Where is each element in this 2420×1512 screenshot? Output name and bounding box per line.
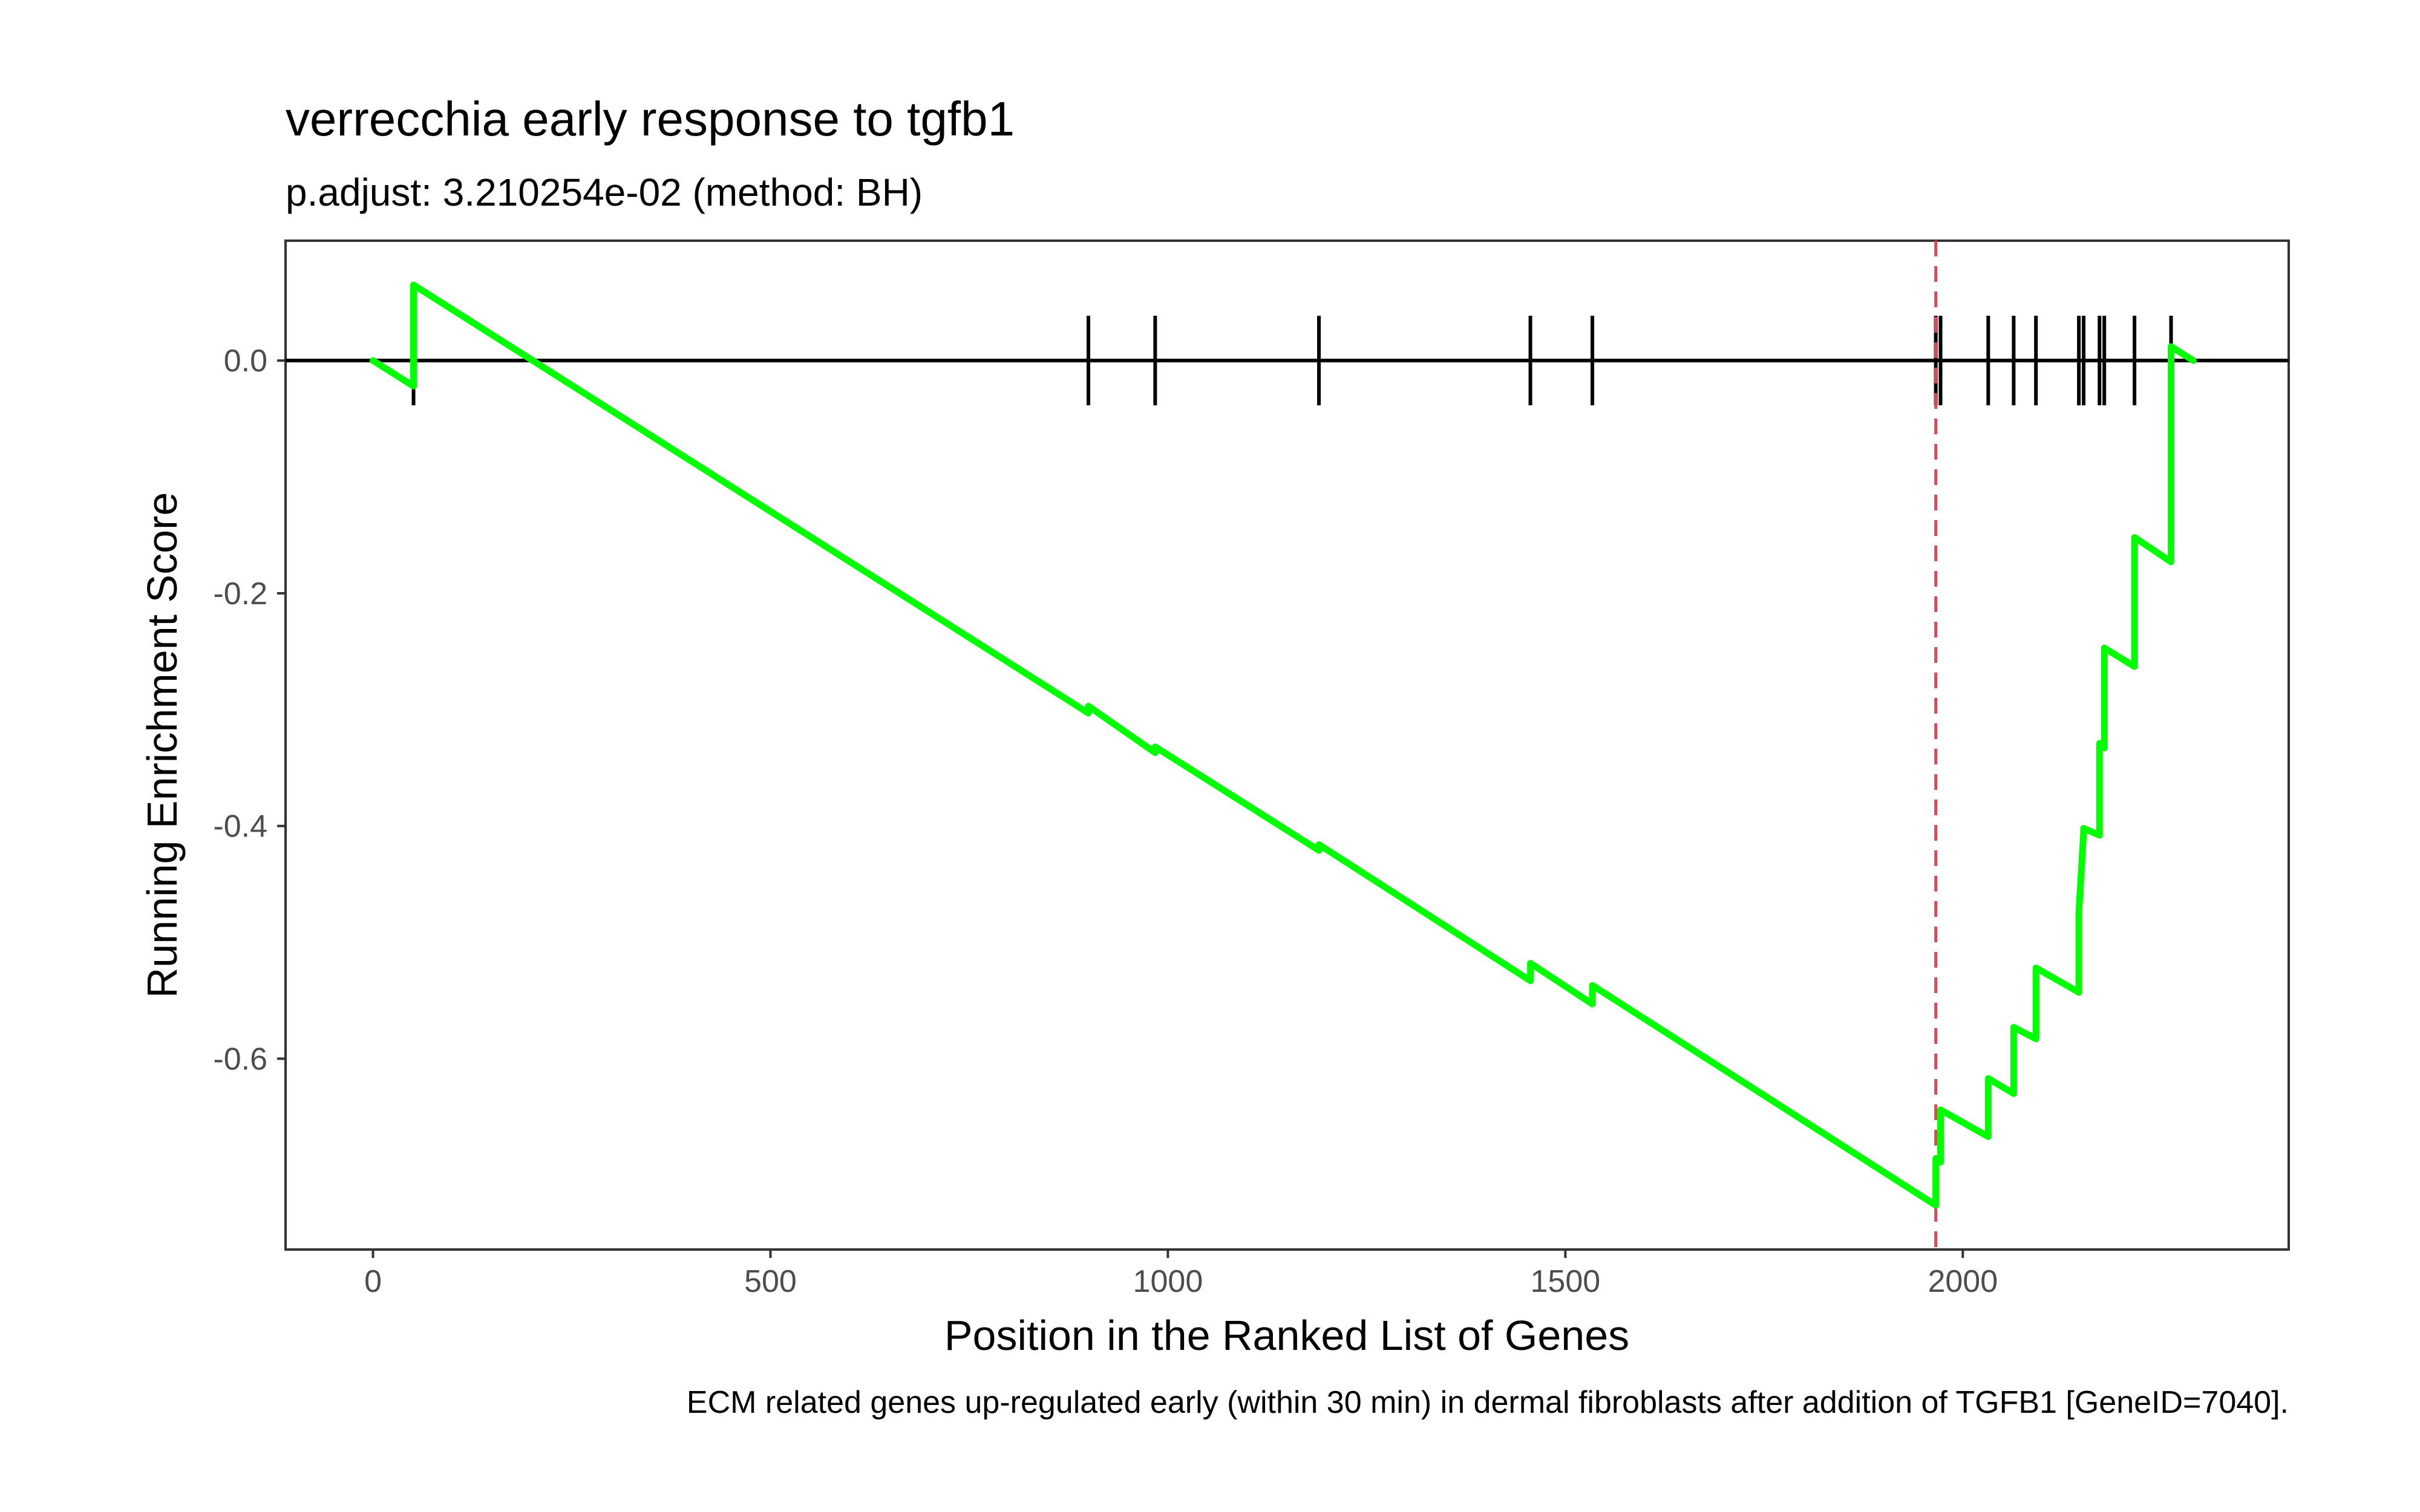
running-enrichment-line: [370, 281, 2197, 1209]
chart-caption: ECM related genes up-regulated early (wi…: [687, 1385, 2289, 1420]
y-tick-label: -0.2: [213, 576, 267, 611]
x-axis-title: Position in the Ranked List of Genes: [944, 1312, 1629, 1359]
x-tick-label: 500: [744, 1264, 797, 1299]
x-tick-label: 2000: [1928, 1264, 1998, 1299]
series-layer: [370, 281, 2197, 1209]
plot-panel: [284, 240, 2290, 1251]
x-tick-label: 1500: [1531, 1264, 1601, 1299]
y-tick-label: -0.6: [213, 1041, 267, 1077]
x-tick-label: 1000: [1133, 1264, 1203, 1299]
x-tick-label: 0: [364, 1264, 382, 1299]
y-axis: 0.0 -0.2 -0.4 -0.6: [213, 344, 286, 1077]
x-axis: 0 500 1000 1500 2000: [364, 1250, 1998, 1299]
chart-title: verrecchia early response to tgfb1: [286, 92, 1015, 146]
y-tick-label: -0.4: [213, 809, 267, 844]
chart-subtitle: p.adjust: 3.210254e-02 (method: BH): [286, 171, 923, 214]
y-tick-label: 0.0: [224, 344, 267, 379]
y-axis-title: Running Enrichment Score: [139, 492, 186, 999]
